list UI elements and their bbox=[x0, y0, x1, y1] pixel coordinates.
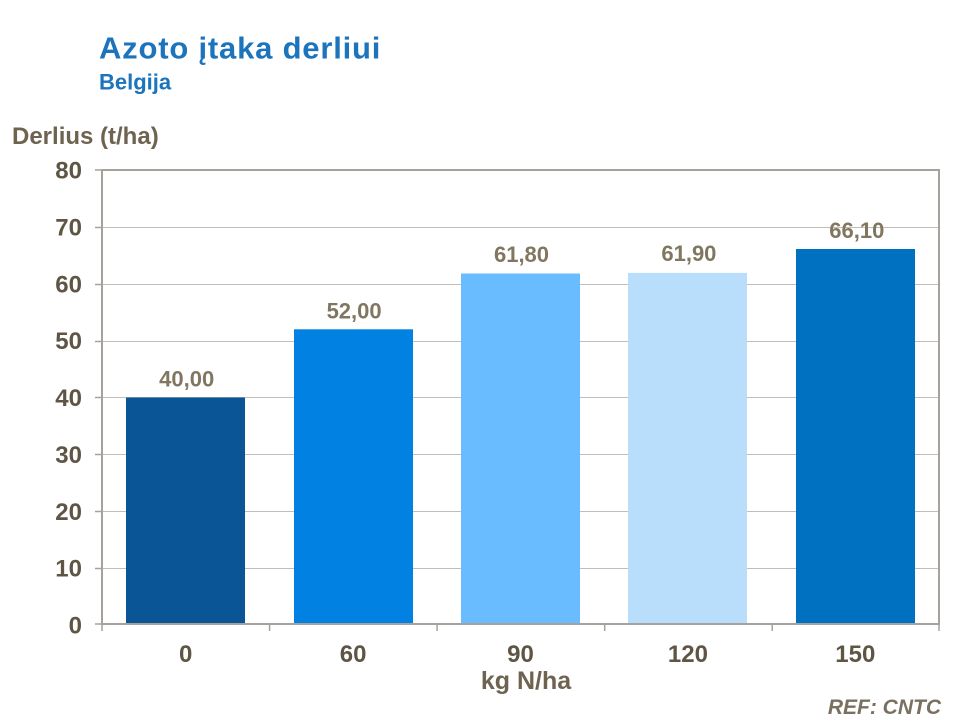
svg-text:150: 150 bbox=[835, 641, 875, 668]
svg-text:30: 30 bbox=[55, 442, 82, 469]
svg-text:66,10: 66,10 bbox=[829, 218, 884, 243]
svg-text:20: 20 bbox=[55, 499, 82, 526]
svg-text:kg N/ha: kg N/ha bbox=[481, 667, 572, 695]
svg-text:52,00: 52,00 bbox=[327, 299, 382, 324]
svg-text:61,90: 61,90 bbox=[661, 241, 716, 266]
svg-text:120: 120 bbox=[668, 641, 708, 668]
svg-text:70: 70 bbox=[55, 215, 82, 242]
svg-text:0: 0 bbox=[179, 641, 192, 668]
svg-text:0: 0 bbox=[69, 613, 82, 640]
svg-text:50: 50 bbox=[55, 328, 82, 355]
svg-text:60: 60 bbox=[55, 271, 82, 298]
svg-text:61,80: 61,80 bbox=[494, 242, 549, 267]
svg-text:10: 10 bbox=[55, 556, 82, 583]
svg-text:Belgija: Belgija bbox=[99, 70, 172, 95]
svg-text:REF: CNTC: REF: CNTC bbox=[828, 696, 942, 719]
svg-text:40,00: 40,00 bbox=[159, 367, 214, 392]
svg-text:Azoto įtaka derliui: Azoto įtaka derliui bbox=[99, 31, 381, 66]
svg-text:60: 60 bbox=[340, 641, 367, 668]
svg-text:Derlius (t/ha): Derlius (t/ha) bbox=[12, 123, 159, 150]
svg-text:40: 40 bbox=[55, 385, 82, 412]
svg-text:80: 80 bbox=[55, 158, 82, 185]
svg-text:90: 90 bbox=[507, 641, 534, 668]
